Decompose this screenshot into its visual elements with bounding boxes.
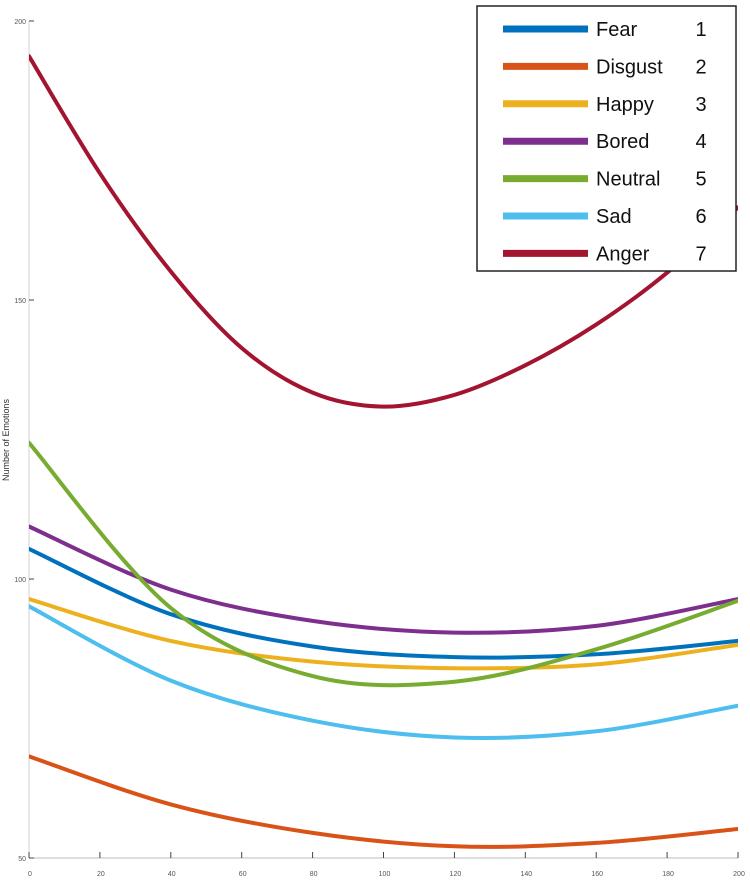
legend-item-happy[interactable]: Happy 3 (503, 94, 707, 116)
x-tick-label: 100 (379, 871, 391, 878)
x-tick-label: 0 (28, 871, 32, 878)
x-tick-label: 200 (733, 871, 745, 878)
series-line-neutral (29, 440, 738, 688)
legend-index: 2 (695, 56, 706, 78)
legend-label: Fear (596, 19, 637, 41)
x-tick-label: 180 (662, 871, 674, 878)
x-axis-ticks: 0 20 40 60 80 100 120 140 160 180 200 (28, 852, 745, 878)
x-tick-label: 60 (239, 871, 247, 878)
legend-item-neutral[interactable]: Neutral 5 (503, 169, 707, 191)
x-tick-label: 20 (97, 871, 105, 878)
legend[interactable]: Fear 1 Disgust 2 Happy 3 Bored 4 Neutral 5 Sad 6 Ang… (476, 5, 737, 272)
legend-index: 1 (695, 19, 706, 41)
legend-index: 6 (695, 206, 706, 228)
legend-label: Happy (596, 94, 654, 116)
legend-index: 7 (695, 243, 706, 265)
legend-item-disgust[interactable]: Disgust 2 (503, 56, 707, 78)
series-line-bored (29, 524, 738, 635)
legend-index: 5 (695, 169, 706, 191)
legend-item-sad[interactable]: Sad 6 (503, 206, 707, 228)
y-tick-label: 150 (14, 298, 26, 305)
y-axis-title: Number of Emotions (1, 398, 11, 481)
y-tick-label: 200 (14, 19, 26, 26)
series-line-disgust (29, 754, 738, 849)
series-line-anger (29, 54, 738, 409)
series-line-fear (29, 546, 738, 660)
legend-item-bored[interactable]: Bored 4 (503, 131, 707, 153)
legend-item-fear[interactable]: Fear 1 (503, 19, 707, 41)
legend-label: Sad (596, 206, 632, 228)
legend-label: Bored (596, 131, 649, 153)
y-axis-ticks: 50 100 150 200 (14, 19, 34, 863)
x-tick-label: 120 (450, 871, 462, 878)
series-line-sad (29, 604, 738, 740)
legend-item-anger[interactable]: Anger 7 (503, 243, 707, 265)
legend-label: Neutral (596, 169, 660, 191)
x-tick-label: 80 (310, 871, 318, 878)
x-tick-label: 160 (591, 871, 603, 878)
legend-index: 3 (695, 94, 706, 116)
legend-label: Disgust (596, 56, 663, 78)
y-tick-label: 50 (18, 856, 26, 863)
x-tick-label: 40 (168, 871, 176, 878)
series-line-happy (29, 597, 738, 671)
y-tick-label: 100 (14, 577, 26, 584)
data-series (29, 54, 738, 849)
x-tick-label: 140 (520, 871, 532, 878)
legend-index: 4 (695, 131, 706, 153)
legend-label: Anger (596, 243, 650, 265)
